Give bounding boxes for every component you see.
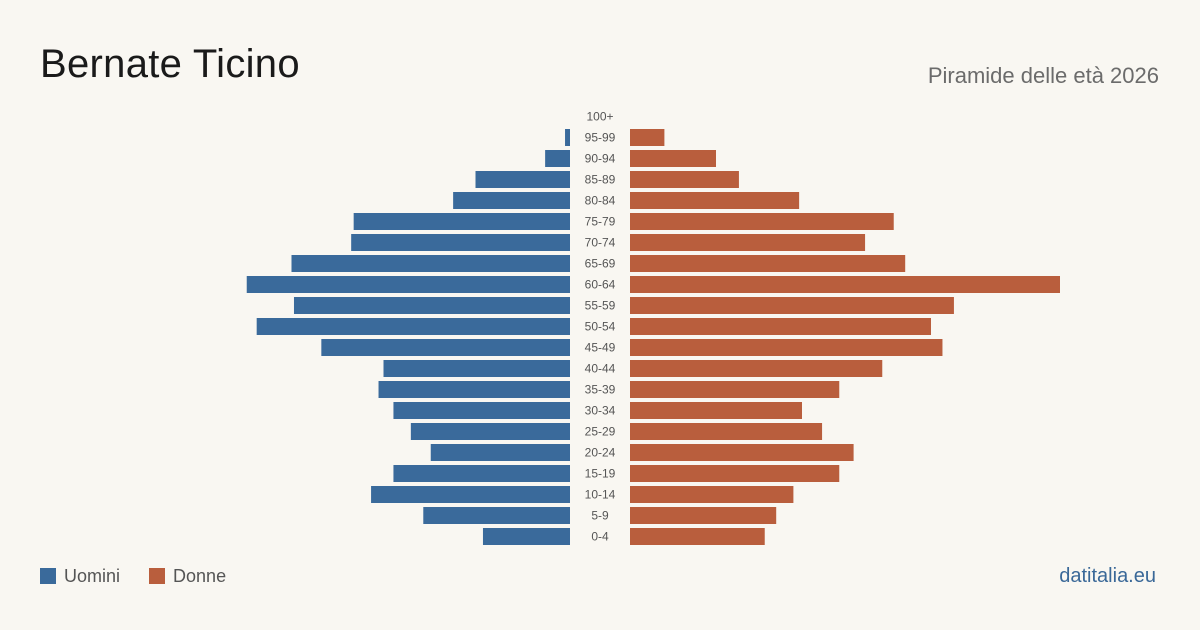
bar-men-65-69 bbox=[291, 255, 570, 272]
bar-women-35-39 bbox=[630, 381, 840, 398]
bar-men-80-84 bbox=[453, 192, 570, 209]
bar-men-60-64 bbox=[246, 276, 570, 293]
bar-women-15-19 bbox=[630, 465, 840, 482]
age-label-30-34: 30-34 bbox=[585, 404, 616, 418]
bar-women-20-24 bbox=[630, 444, 854, 461]
bar-men-45-49 bbox=[321, 339, 570, 356]
bar-men-30-34 bbox=[393, 402, 570, 419]
age-label-75-79: 75-79 bbox=[585, 215, 616, 229]
bar-women-10-14 bbox=[630, 486, 794, 503]
bar-women-75-79 bbox=[630, 213, 894, 230]
bar-women-30-34 bbox=[630, 402, 802, 419]
bar-men-15-19 bbox=[393, 465, 570, 482]
bar-women-5-9 bbox=[630, 507, 777, 524]
chart-title: Bernate Ticino bbox=[40, 42, 300, 86]
age-label-85-89: 85-89 bbox=[585, 173, 616, 187]
bar-women-65-69 bbox=[630, 255, 906, 272]
bar-men-25-29 bbox=[410, 423, 570, 440]
age-label-15-19: 15-19 bbox=[585, 467, 616, 481]
legend-swatch-women bbox=[149, 567, 166, 584]
bar-men-70-74 bbox=[351, 234, 570, 251]
bar-women-80-84 bbox=[630, 192, 800, 209]
age-label-70-74: 70-74 bbox=[585, 236, 616, 250]
age-label-80-84: 80-84 bbox=[585, 194, 616, 208]
bar-men-50-54 bbox=[256, 318, 570, 335]
legend-label-men: Uomini bbox=[64, 565, 121, 586]
age-label-35-39: 35-39 bbox=[585, 383, 616, 397]
bar-women-55-59 bbox=[630, 297, 954, 314]
bar-women-45-49 bbox=[630, 339, 943, 356]
chart-subtitle: Piramide delle età 2026 bbox=[927, 63, 1159, 88]
bar-men-10-14 bbox=[371, 486, 570, 503]
bar-men-90-94 bbox=[545, 150, 570, 167]
bar-men-35-39 bbox=[378, 381, 570, 398]
age-label-100+: 100+ bbox=[586, 110, 613, 124]
age-label-50-54: 50-54 bbox=[585, 320, 616, 334]
legend-item-men: Uomini bbox=[40, 566, 120, 587]
legend-label-women: Donne bbox=[173, 565, 227, 586]
age-label-40-44: 40-44 bbox=[585, 362, 616, 376]
bar-women-0-4 bbox=[630, 528, 765, 545]
age-label-60-64: 60-64 bbox=[585, 278, 616, 292]
bar-men-55-59 bbox=[293, 297, 570, 314]
bar-women-70-74 bbox=[630, 234, 866, 251]
age-label-25-29: 25-29 bbox=[585, 425, 616, 439]
age-label-10-14: 10-14 bbox=[585, 488, 616, 502]
bar-women-25-29 bbox=[630, 423, 823, 440]
bar-men-85-89 bbox=[475, 171, 570, 188]
bar-men-0-4 bbox=[482, 528, 570, 545]
legend: Uomini Donne bbox=[40, 565, 250, 587]
age-label-65-69: 65-69 bbox=[585, 257, 616, 271]
bar-men-95-99 bbox=[565, 129, 570, 146]
age-label-45-49: 45-49 bbox=[585, 341, 616, 355]
age-label-20-24: 20-24 bbox=[585, 446, 616, 460]
bar-men-5-9 bbox=[423, 507, 570, 524]
bar-women-90-94 bbox=[630, 150, 716, 167]
age-label-0-4: 0-4 bbox=[591, 530, 609, 544]
legend-item-women: Donne bbox=[149, 566, 226, 587]
legend-swatch-men bbox=[40, 567, 56, 584]
bar-women-60-64 bbox=[630, 276, 1060, 293]
bar-women-40-44 bbox=[630, 360, 883, 377]
age-label-55-59: 55-59 bbox=[585, 299, 616, 313]
bar-men-20-24 bbox=[430, 444, 570, 461]
age-label-95-99: 95-99 bbox=[585, 131, 616, 145]
age-label-90-94: 90-94 bbox=[585, 152, 616, 166]
age-label-5-9: 5-9 bbox=[591, 509, 609, 523]
brand-link[interactable]: datitalia.eu bbox=[1059, 565, 1156, 587]
bar-women-95-99 bbox=[630, 129, 665, 146]
bar-women-50-54 bbox=[630, 318, 931, 335]
bar-men-75-79 bbox=[353, 213, 570, 230]
bar-men-40-44 bbox=[383, 360, 570, 377]
bar-women-85-89 bbox=[630, 171, 739, 188]
